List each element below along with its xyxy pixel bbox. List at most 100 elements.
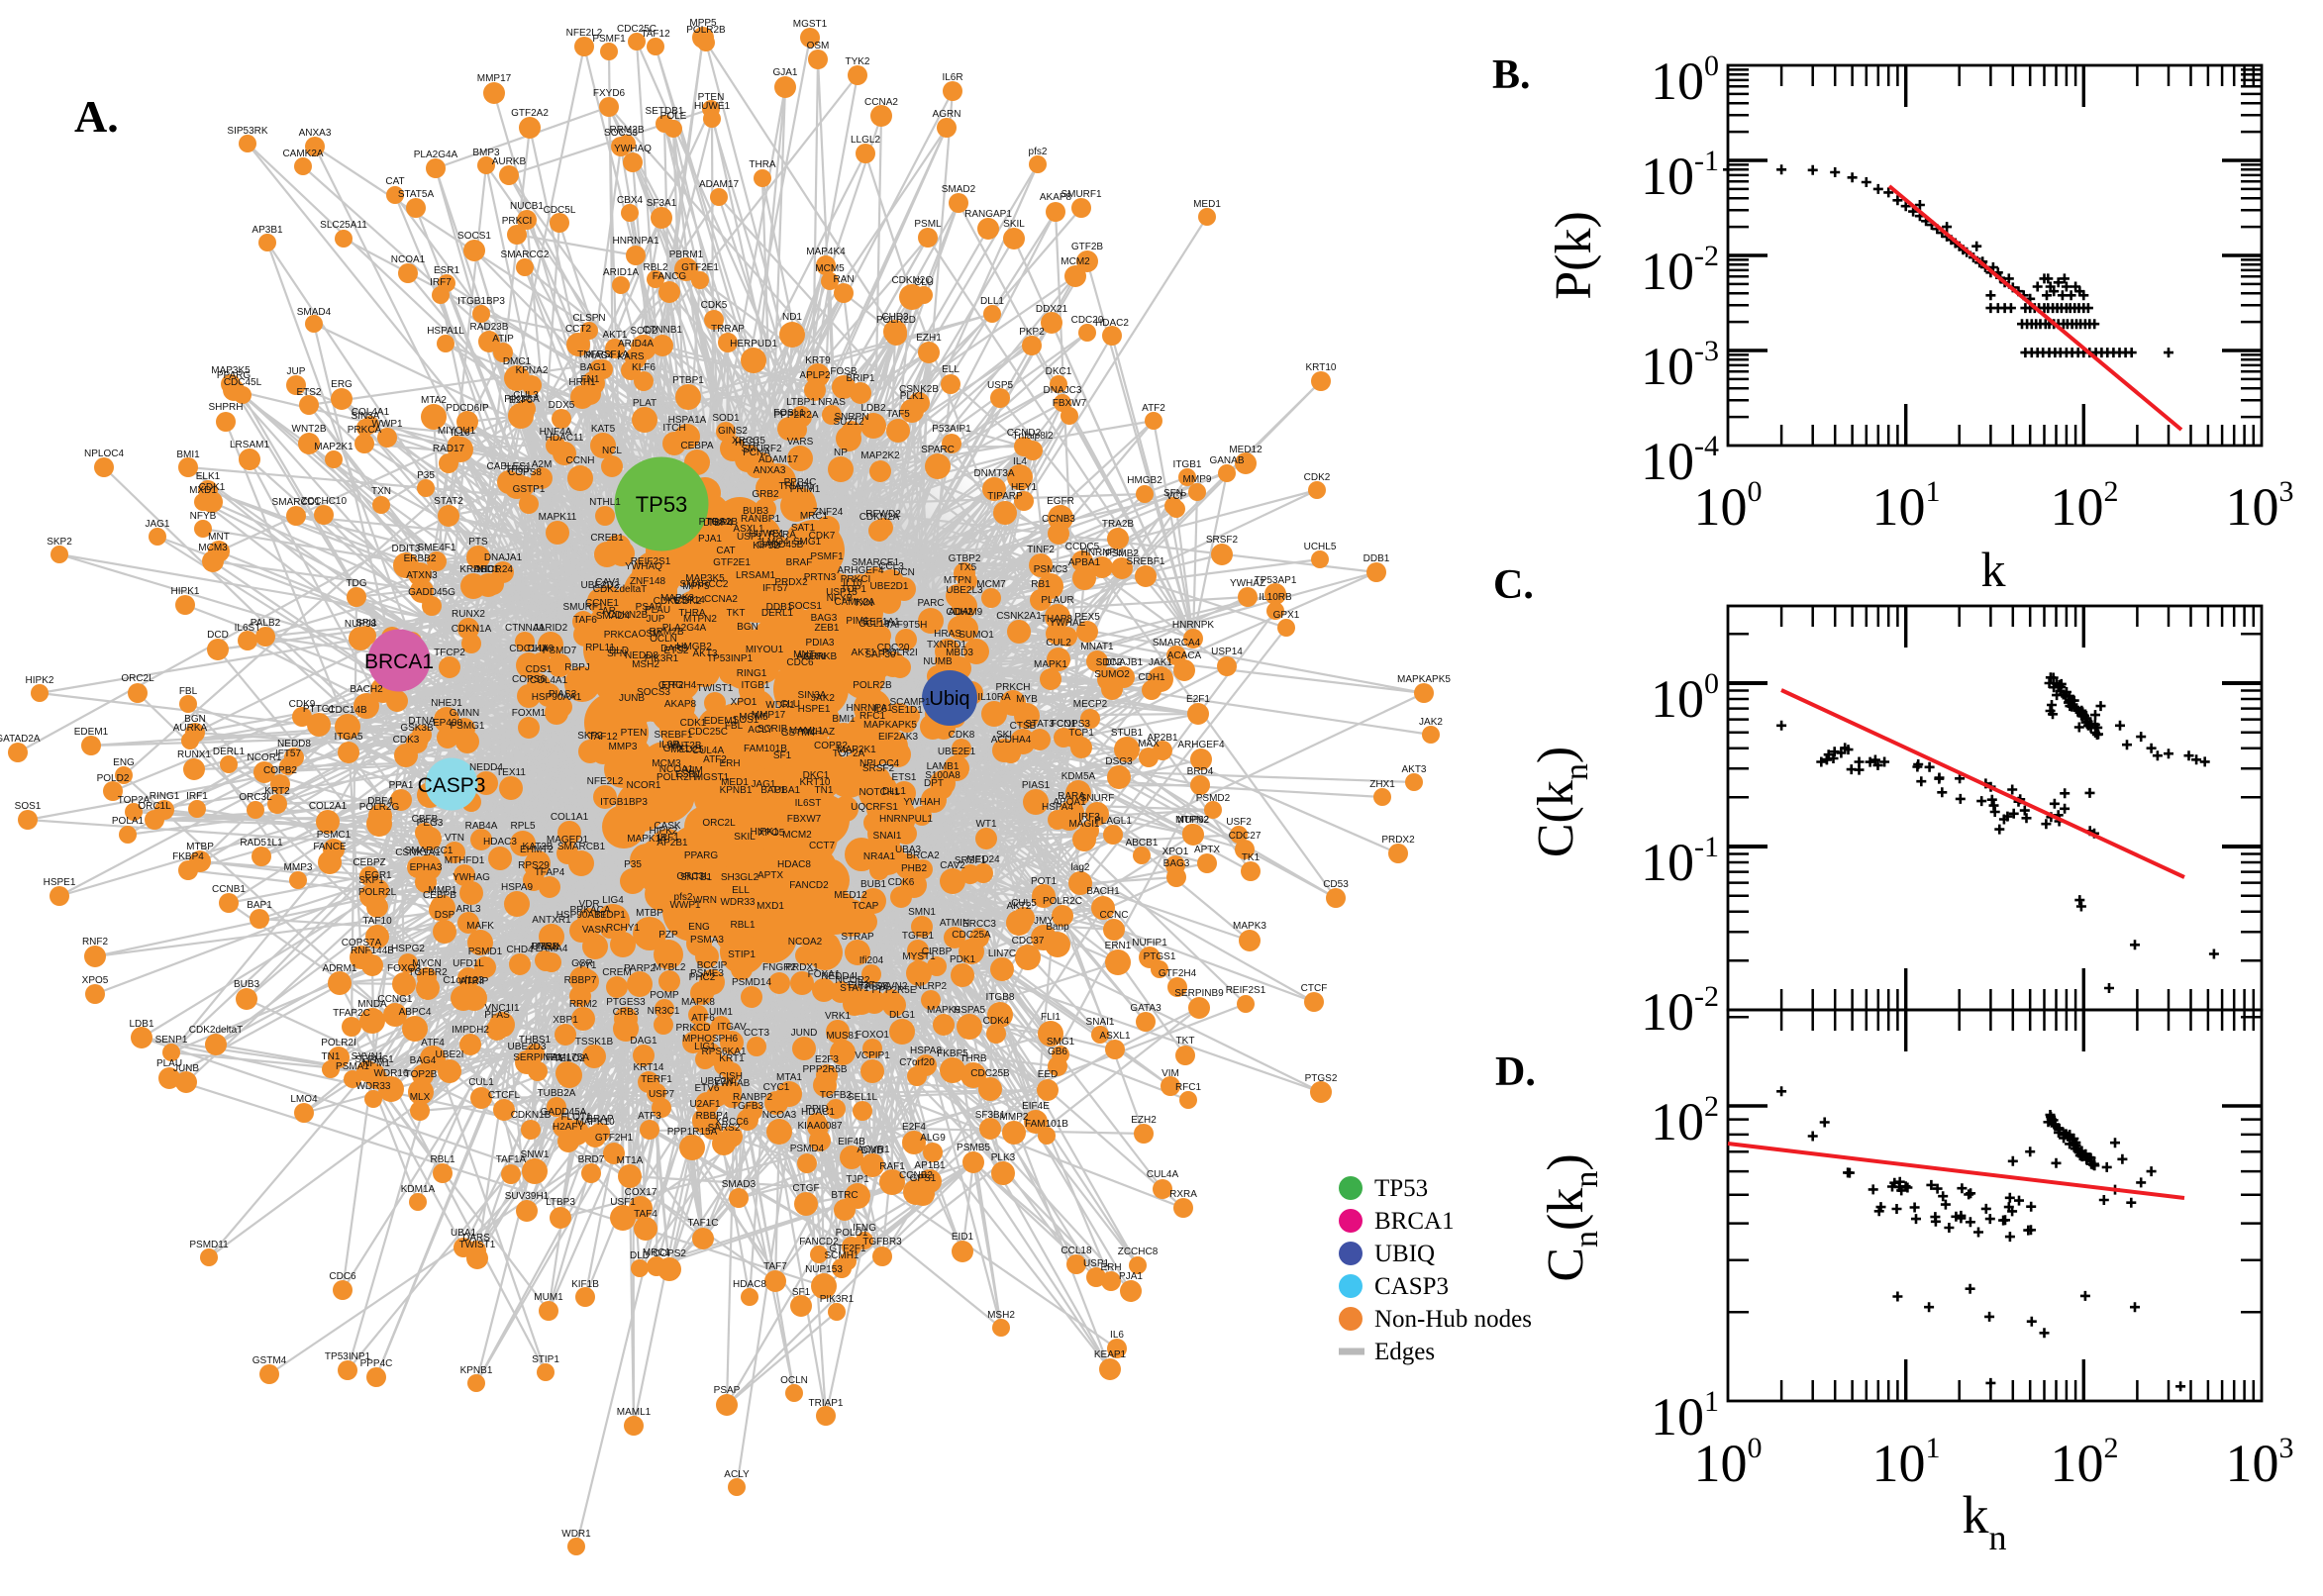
svg-text:RNF2: RNF2: [82, 937, 109, 948]
svg-text:MAPKAPK5: MAPKAPK5: [1397, 674, 1451, 685]
svg-text:IL10RB: IL10RB: [1259, 592, 1292, 603]
svg-text:AR: AR: [602, 606, 616, 617]
svg-text:VRK1: VRK1: [825, 1011, 852, 1022]
svg-text:SOCS3: SOCS3: [604, 128, 638, 139]
svg-text:RXRA: RXRA: [768, 530, 796, 541]
svg-text:PSMD1: PSMD1: [468, 947, 503, 957]
svg-text:CCNB2: CCNB2: [899, 1170, 933, 1181]
svg-text:PSMD4: PSMD4: [790, 1144, 825, 1154]
svg-text:RBL1: RBL1: [430, 1154, 454, 1165]
svg-text:LAMB1: LAMB1: [927, 761, 960, 772]
svg-text:RAN: RAN: [833, 274, 854, 285]
svg-text:ACLY: ACLY: [724, 1469, 750, 1480]
svg-text:ARHGEF4: ARHGEF4: [837, 565, 884, 576]
svg-text:RARA: RARA: [1058, 791, 1085, 802]
svg-text:NR4A1: NR4A1: [863, 851, 896, 862]
svg-text:RING1: RING1: [150, 791, 180, 802]
svg-text:PTTG1: PTTG1: [303, 704, 336, 715]
svg-text:VCP: VCP: [1166, 491, 1187, 502]
svg-text:DAG1: DAG1: [630, 1036, 657, 1047]
svg-text:ETS1: ETS1: [891, 772, 916, 783]
svg-text:CDC25C: CDC25C: [617, 24, 656, 35]
svg-text:TN1: TN1: [322, 1051, 341, 1062]
svg-text:U2AF1: U2AF1: [689, 1099, 721, 1110]
svg-text:CCNB1: CCNB1: [212, 884, 246, 895]
svg-text:IL6: IL6: [873, 704, 887, 715]
svg-text:BAG3: BAG3: [811, 613, 838, 624]
svg-text:SRSF2: SRSF2: [1206, 535, 1239, 546]
svg-text:NPM1: NPM1: [362, 1058, 390, 1069]
svg-text:FKBP4: FKBP4: [172, 851, 204, 862]
svg-text:PRKCI: PRKCI: [502, 216, 533, 227]
svg-text:XPO1: XPO1: [731, 697, 758, 708]
svg-text:VDR: VDR: [578, 899, 599, 910]
svg-text:MT1A: MT1A: [617, 1155, 644, 1166]
svg-text:HDAC1: HDAC1: [801, 1107, 835, 1118]
svg-text:POLR2G: POLR2G: [359, 802, 400, 813]
svg-text:BAG1: BAG1: [580, 362, 607, 373]
svg-text:STAT2: STAT2: [434, 496, 463, 507]
svg-text:PSME3: PSME3: [690, 968, 724, 979]
svg-text:ZNF148: ZNF148: [630, 576, 666, 587]
svg-text:IL6: IL6: [1110, 1330, 1124, 1341]
svg-text:PSMD2: PSMD2: [1196, 793, 1231, 804]
svg-text:XBP1: XBP1: [553, 1015, 578, 1026]
svg-text:MTBP: MTBP: [636, 908, 663, 919]
svg-text:AP3B1: AP3B1: [252, 225, 283, 236]
svg-text:KLF6: KLF6: [632, 362, 656, 373]
svg-text:CDC6: CDC6: [329, 1271, 356, 1282]
svg-text:FLI1: FLI1: [1041, 1012, 1060, 1023]
svg-text:TOP2A: TOP2A: [833, 748, 865, 759]
svg-text:CCL18: CCL18: [858, 619, 890, 630]
svg-text:WNT2B: WNT2B: [292, 424, 327, 435]
svg-text:lag2: lag2: [1071, 862, 1090, 873]
svg-text:ETS2: ETS2: [663, 646, 688, 656]
svg-text:RANGAP1: RANGAP1: [964, 209, 1012, 220]
svg-text:MAP3K5: MAP3K5: [211, 365, 251, 376]
svg-text:PTEN: PTEN: [698, 92, 725, 103]
svg-text:ABCB1: ABCB1: [1126, 838, 1159, 848]
svg-text:BRD7: BRD7: [578, 1154, 605, 1165]
svg-text:PRKCA: PRKCA: [604, 630, 639, 641]
svg-text:MSH2: MSH2: [987, 1310, 1015, 1321]
svg-text:SIN3A: SIN3A: [352, 411, 380, 422]
svg-text:CASP3: CASP3: [1374, 1273, 1449, 1300]
svg-text:MAP2K1: MAP2K1: [314, 442, 354, 452]
svg-text:DDX21: DDX21: [1036, 304, 1068, 315]
svg-text:AGRN: AGRN: [797, 651, 826, 662]
svg-text:CD53: CD53: [1323, 879, 1349, 890]
svg-text:PRKCD: PRKCD: [675, 1023, 710, 1034]
svg-text:ACDHA4: ACDHA4: [991, 735, 1032, 746]
svg-text:RFC1: RFC1: [1175, 1082, 1202, 1093]
svg-text:PRTN3: PRTN3: [804, 572, 837, 583]
svg-text:CDK2deltaT: CDK2deltaT: [189, 1025, 243, 1036]
svg-text:GTF2A2: GTF2A2: [511, 108, 549, 119]
svg-text:SKIL: SKIL: [1003, 219, 1025, 230]
svg-text:BAG3: BAG3: [1163, 858, 1190, 869]
svg-text:BMP3: BMP3: [472, 148, 500, 158]
svg-text:RAD17: RAD17: [433, 444, 465, 454]
svg-text:DNAJA1: DNAJA1: [484, 552, 523, 563]
svg-text:CTNNA1: CTNNA1: [505, 623, 545, 634]
svg-text:SME4F1: SME4F1: [418, 543, 456, 553]
svg-text:AGRN: AGRN: [933, 109, 961, 120]
svg-text:MRC1: MRC1: [800, 511, 829, 522]
svg-text:VIM: VIM: [1162, 1068, 1179, 1079]
svg-text:ELL: ELL: [942, 364, 960, 375]
svg-text:CCND2: CCND2: [1007, 428, 1042, 439]
svg-text:PMS2: PMS2: [531, 942, 558, 952]
svg-text:A.: A.: [74, 91, 119, 142]
svg-text:APOA1: APOA1: [1053, 797, 1086, 808]
svg-text:MMP3: MMP3: [284, 862, 313, 873]
svg-text:UBIQ: UBIQ: [1374, 1241, 1435, 1267]
svg-text:JAG1: JAG1: [751, 779, 775, 790]
svg-text:BACH2: BACH2: [350, 684, 383, 695]
svg-text:EGFR: EGFR: [1047, 496, 1074, 507]
svg-text:MTA1: MTA1: [776, 1072, 802, 1083]
svg-text:RANBP1: RANBP1: [741, 514, 780, 525]
svg-text:MCM5: MCM5: [739, 712, 768, 723]
svg-text:FBL: FBL: [725, 721, 744, 732]
svg-text:CAV2: CAV2: [940, 860, 965, 871]
svg-text:SFN: SFN: [607, 648, 627, 659]
svg-text:ORC3L: ORC3L: [239, 792, 272, 803]
